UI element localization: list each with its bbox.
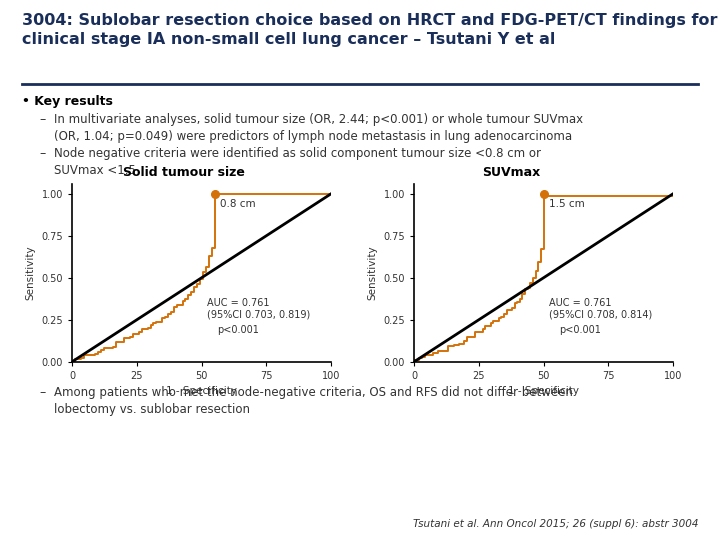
Text: –: – <box>40 113 46 126</box>
Y-axis label: Sensitivity: Sensitivity <box>26 245 36 300</box>
Y-axis label: Sensitivity: Sensitivity <box>368 245 378 300</box>
Text: p<0.001: p<0.001 <box>559 325 601 335</box>
Text: 1.5 cm: 1.5 cm <box>549 199 585 209</box>
Text: • Key results: • Key results <box>22 94 112 107</box>
Text: Tsutani et al. Ann Oncol 2015; 26 (suppl 6): abstr 3004: Tsutani et al. Ann Oncol 2015; 26 (suppl… <box>413 519 698 529</box>
Text: 0.8 cm: 0.8 cm <box>220 199 256 209</box>
X-axis label: 1 - Specificity: 1 - Specificity <box>508 387 579 396</box>
Text: AUC = 0.761
(95%CI 0.708, 0.814): AUC = 0.761 (95%CI 0.708, 0.814) <box>549 298 652 320</box>
Text: –: – <box>40 147 46 160</box>
Text: AUC = 0.761
(95%CI 0.703, 0.819): AUC = 0.761 (95%CI 0.703, 0.819) <box>207 298 310 320</box>
Text: Solid tumour size: Solid tumour size <box>122 166 245 179</box>
X-axis label: 1 - Specificity: 1 - Specificity <box>166 387 237 396</box>
Text: Node negative criteria were identified as solid component tumour size <0.8 cm or: Node negative criteria were identified a… <box>54 147 541 177</box>
Text: p<0.001: p<0.001 <box>217 325 259 335</box>
Text: –: – <box>40 386 46 399</box>
Text: In multivariate analyses, solid tumour size (OR, 2.44; p<0.001) or whole tumour : In multivariate analyses, solid tumour s… <box>54 113 583 144</box>
Text: Among patients who met the node-negative criteria, OS and RFS did not differ bet: Among patients who met the node-negative… <box>54 386 573 416</box>
Text: 3004: Sublobar resection choice based on HRCT and FDG-PET/CT findings for
clinic: 3004: Sublobar resection choice based on… <box>22 14 717 47</box>
Text: SUVmax: SUVmax <box>482 166 540 179</box>
